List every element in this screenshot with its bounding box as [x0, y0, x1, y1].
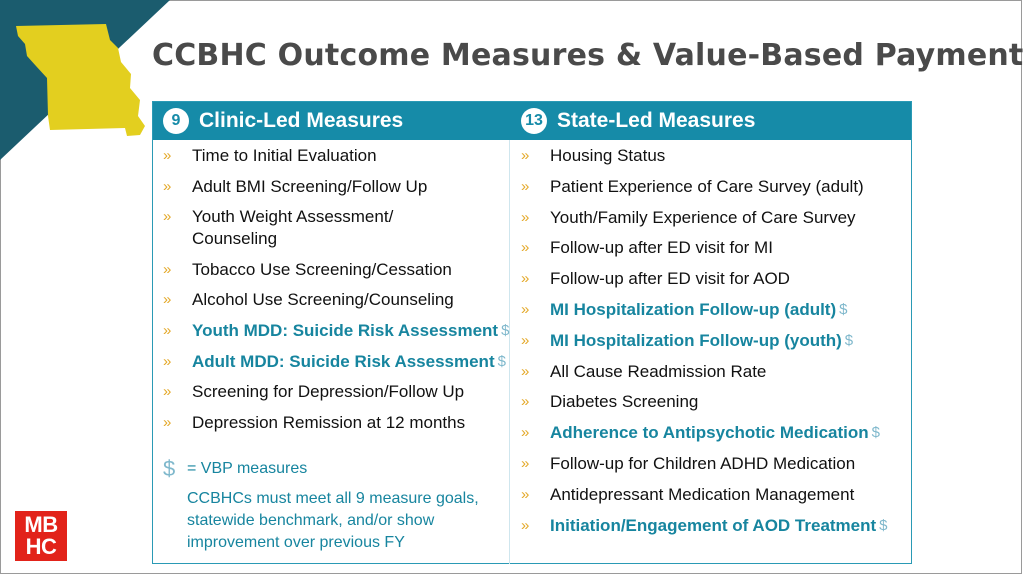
chevron-bullet-icon: » — [521, 485, 530, 503]
legend-row: $ = VBP measures — [163, 456, 503, 482]
chevron-bullet-icon: » — [163, 352, 172, 370]
clinic-measures-list: » Time to Initial Evaluation » Adult BMI Sc… — [161, 145, 510, 442]
legend-label: = VBP measures — [187, 460, 308, 477]
chevron-bullet-icon: » — [521, 424, 530, 442]
chevron-bullet-icon: » — [163, 177, 172, 195]
state-measure-label: All Cause Readmission Rate — [550, 361, 767, 381]
clinic-measure-item: » Depression Remission at 12 months — [161, 412, 506, 434]
clinic-measure-label: Youth Weight Assessment/ Counseling — [192, 207, 394, 249]
dollar-icon: $ — [844, 331, 854, 349]
clinic-measure-label: Youth MDD: Suicide Risk Assessment — [192, 320, 499, 340]
state-measure-item: » Follow-up for Children ADHD Medication — [519, 453, 909, 475]
chevron-bullet-icon: » — [521, 516, 530, 534]
chevron-bullet-icon: » — [521, 331, 530, 349]
state-measure-label: Follow-up for Children ADHD Medication — [550, 453, 856, 473]
chevron-bullet-icon: » — [163, 260, 172, 278]
chevron-bullet-icon: » — [521, 239, 530, 257]
chevron-bullet-icon: » — [163, 208, 172, 226]
vbp-legend: $ = VBP measures CCBHCs must meet all 9 … — [163, 456, 503, 554]
clinic-measure-item: » Youth MDD: Suicide Risk Assessment $ — [161, 320, 510, 342]
chevron-bullet-icon: » — [163, 147, 172, 164]
clinic-header: 9 Clinic-Led Measures — [163, 102, 403, 140]
state-measure-label: Patient Experience of Care Survey (adult… — [550, 176, 864, 196]
state-measure-label: Diabetes Screening — [550, 392, 699, 412]
clinic-measure-label: Alcohol Use Screening/Counseling — [192, 290, 454, 310]
state-measure-item: » Follow-up after ED visit for MI — [519, 237, 909, 259]
clinic-measure-item: » Alcohol Use Screening/Counseling — [161, 289, 506, 311]
dollar-icon: $ — [839, 300, 848, 318]
measures-panel: 9 Clinic-Led Measures 13 State-Led Measu… — [152, 101, 912, 564]
clinic-measure-label: Screening for Depression/Follow Up — [192, 382, 465, 402]
state-measures-list: » Housing Status » Patient Experience of Ca… — [519, 145, 909, 545]
column-divider — [509, 140, 510, 564]
state-measure-item: » Follow-up after ED visit for AOD — [519, 268, 909, 290]
state-measure-label: Youth/Family Experience of Care Survey — [550, 207, 856, 227]
state-measure-label: Follow-up after ED visit for MI — [550, 238, 773, 258]
chevron-bullet-icon: » — [163, 413, 172, 431]
clinic-heading: Clinic-Led Measures — [199, 109, 404, 132]
state-measure-label: Adherence to Antipsychotic Medication — [550, 423, 869, 443]
state-measure-label: Housing Status — [550, 146, 666, 165]
clinic-measure-item: » Time to Initial Evaluation — [161, 145, 506, 167]
clinic-count-badge: 9 — [163, 108, 189, 134]
dollar-icon: $ — [501, 321, 510, 339]
state-heading: State-Led Measures — [557, 109, 756, 132]
state-measure-item: » Adherence to Antipsychotic Medication $ — [519, 422, 909, 444]
dollar-icon: $ — [879, 516, 888, 534]
chevron-bullet-icon: » — [163, 321, 172, 339]
clinic-measure-item: » Youth Weight Assessment/ Counseling — [161, 206, 506, 250]
state-measure-item: » MI Hospitalization Follow-up (youth) $ — [519, 330, 909, 352]
logo-line-2: HC — [25, 534, 57, 559]
logo-line-1: MB — [24, 512, 58, 537]
dollar-icon: $ — [871, 424, 880, 442]
corner-graphic — [0, 0, 170, 160]
chevron-bullet-icon: » — [521, 147, 530, 164]
chevron-bullet-icon: » — [521, 270, 530, 288]
chevron-bullet-icon: » — [521, 362, 530, 380]
clinic-measure-label: Depression Remission at 12 months — [192, 412, 466, 432]
clinic-measure-label: Tobacco Use Screening/Cessation — [192, 259, 452, 279]
state-measure-item: » Diabetes Screening — [519, 391, 909, 413]
page-title: CCBHC Outcome Measures & Value-Based Pay… — [152, 38, 1024, 73]
chevron-bullet-icon: » — [521, 300, 530, 318]
dollar-icon: $ — [163, 456, 176, 481]
clinic-measure-label: Time to Initial Evaluation — [192, 146, 377, 165]
chevron-bullet-icon: » — [521, 177, 530, 195]
state-measure-item: » All Cause Readmission Rate — [519, 361, 909, 383]
clinic-measure-item: » Screening for Depression/Follow Up — [161, 381, 506, 403]
state-measure-label: MI Hospitalization Follow-up (youth) — [550, 330, 842, 350]
panel-header: 9 Clinic-Led Measures 13 State-Led Measu… — [153, 102, 911, 140]
state-measure-item: » Patient Experience of Care Survey (adul… — [519, 176, 909, 198]
chevron-bullet-icon: » — [163, 383, 172, 401]
legend-note: CCBHCs must meet all 9 measure goals, st… — [187, 490, 479, 551]
state-header: 13 State-Led Measures — [521, 102, 755, 140]
clinic-measure-item: » Adult MDD: Suicide Risk Assessment $ — [161, 351, 506, 373]
chevron-bullet-icon: » — [521, 208, 530, 226]
clinic-measure-item: » Adult BMI Screening/Follow Up — [161, 176, 506, 198]
clinic-measure-label: Adult BMI Screening/Follow Up — [192, 176, 428, 196]
clinic-measure-item: » Tobacco Use Screening/Cessation — [161, 259, 506, 281]
state-measure-item: » Antidepressant Medication Management — [519, 484, 909, 506]
state-measure-item: » Housing Status — [519, 145, 909, 167]
missouri-map-icon — [16, 24, 145, 136]
chevron-bullet-icon: » — [163, 291, 172, 309]
mbhc-logo: MB HC — [15, 511, 67, 561]
state-measure-item: » Initiation/Engagement of AOD Treatment $ — [519, 515, 909, 537]
dollar-icon: $ — [497, 352, 506, 370]
state-measure-label: Antidepressant Medication Management — [550, 484, 855, 504]
state-count-badge: 13 — [521, 108, 547, 134]
state-measure-item: » MI Hospitalization Follow-up (adult) $ — [519, 299, 909, 321]
state-measure-label: MI Hospitalization Follow-up (adult) — [550, 299, 837, 319]
state-measure-label: Initiation/Engagement of AOD Treatment — [550, 515, 877, 535]
state-measure-item: » Youth/Family Experience of Care Survey — [519, 207, 909, 229]
chevron-bullet-icon: » — [521, 393, 530, 411]
chevron-bullet-icon: » — [521, 454, 530, 472]
clinic-measure-label: Adult MDD: Suicide Risk Assessment — [192, 351, 495, 371]
state-measure-label: Follow-up after ED visit for AOD — [550, 269, 790, 289]
